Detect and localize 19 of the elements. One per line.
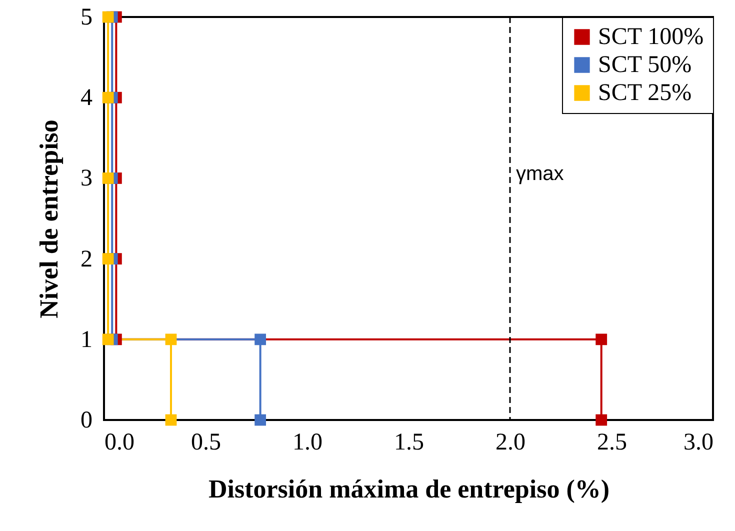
legend-label: SCT 100%	[598, 24, 704, 50]
x-tick-label: 1.5	[394, 430, 424, 456]
x-axis-title: Distorsión máxima de entrepiso (%)	[208, 474, 610, 504]
x-tick-label: 0.0	[104, 430, 134, 456]
x-tick-label: 2.5	[597, 430, 627, 456]
y-tick-label: 0	[80, 408, 92, 434]
y-tick-label: 2	[80, 246, 92, 272]
x-tick-label: 1.0	[292, 430, 322, 456]
y-tick-label: 4	[80, 85, 92, 112]
x-tick-label: 3.0	[684, 430, 714, 456]
legend-label: SCT 25%	[598, 80, 692, 106]
x-tick-label: 2.0	[496, 430, 526, 456]
legend-label: SCT 50%	[598, 52, 692, 78]
x-tick-label: 0.5	[191, 430, 221, 456]
ref-line-label: γmax	[516, 163, 564, 186]
y-tick-label: 3	[80, 166, 92, 192]
y-axis-title: Nivel de entrepiso	[34, 120, 64, 318]
y-tick-label: 5	[80, 4, 92, 30]
y-tick-label: 1	[80, 326, 92, 353]
